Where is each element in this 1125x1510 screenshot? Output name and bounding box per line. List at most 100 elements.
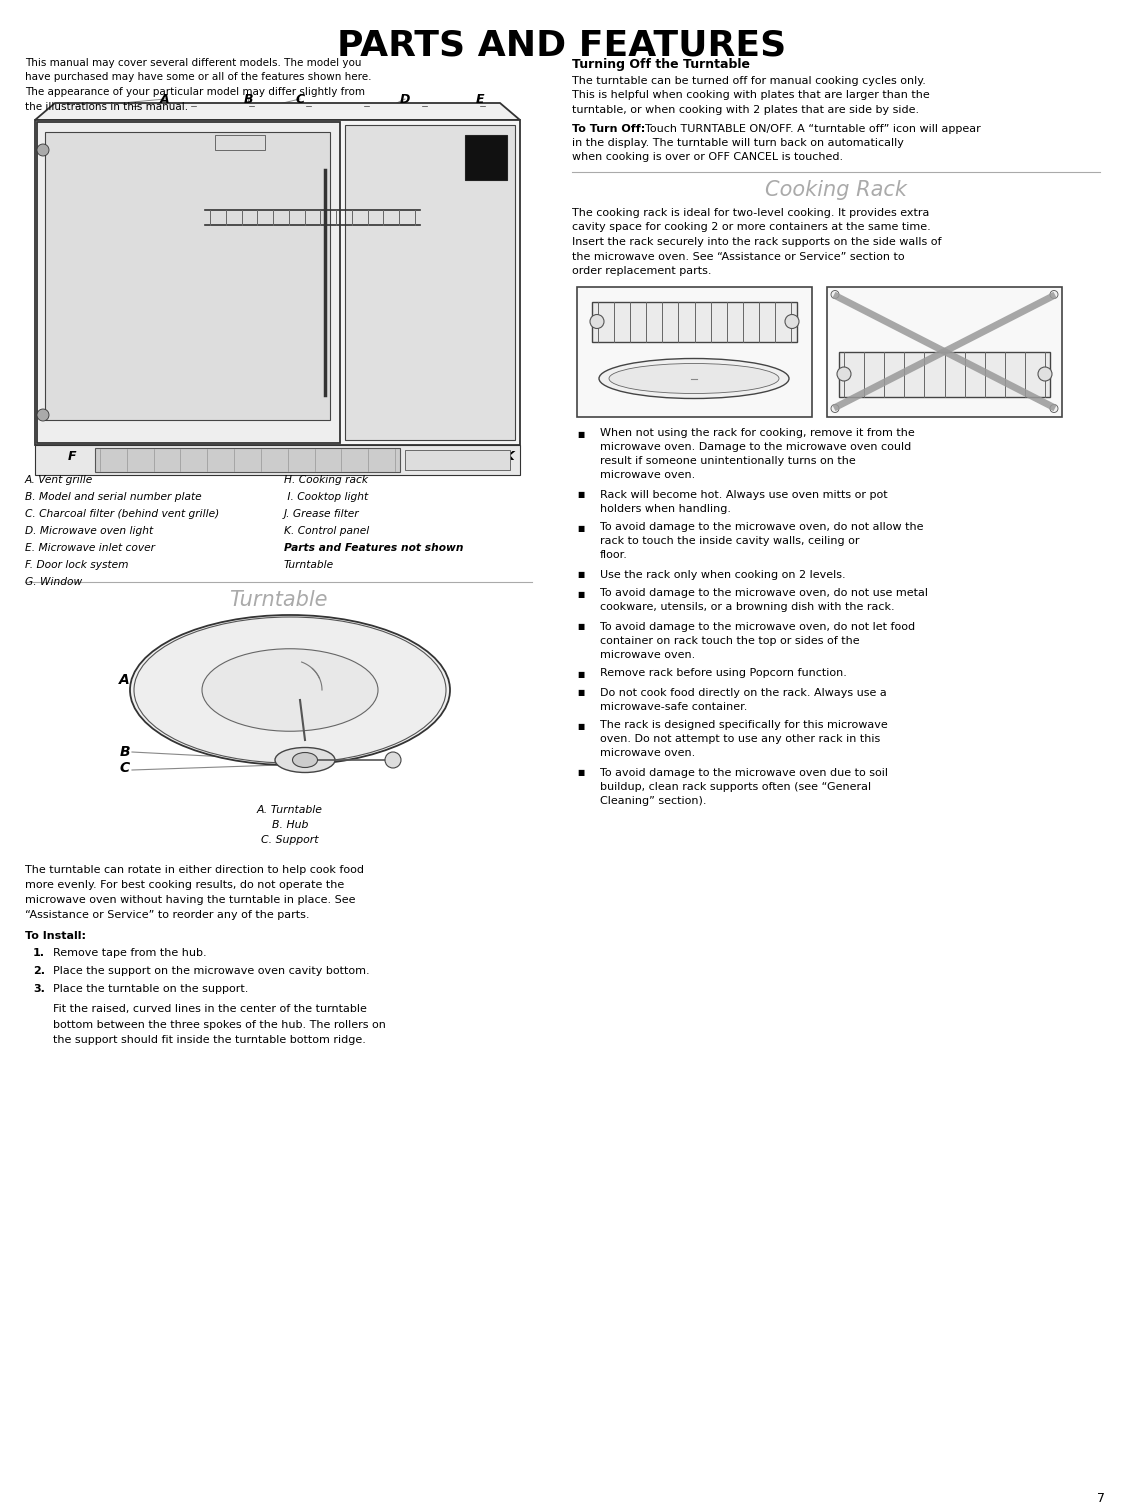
Text: This manual may cover several different models. The model you: This manual may cover several different … bbox=[25, 57, 361, 68]
Text: Insert the rack securely into the rack supports on the side walls of: Insert the rack securely into the rack s… bbox=[572, 237, 942, 248]
Text: E. Microwave inlet cover: E. Microwave inlet cover bbox=[25, 544, 155, 553]
Text: Place the turntable on the support.: Place the turntable on the support. bbox=[53, 983, 249, 994]
Text: oven. Do not attempt to use any other rack in this: oven. Do not attempt to use any other ra… bbox=[600, 734, 880, 744]
Text: J: J bbox=[448, 450, 452, 464]
Polygon shape bbox=[94, 448, 400, 473]
Text: D. Microwave oven light: D. Microwave oven light bbox=[25, 525, 153, 536]
Text: microwave oven.: microwave oven. bbox=[600, 649, 695, 660]
Text: D: D bbox=[399, 94, 411, 106]
Circle shape bbox=[590, 314, 604, 329]
Text: The turntable can rotate in either direction to help cook food: The turntable can rotate in either direc… bbox=[25, 865, 364, 874]
Text: K. Control panel: K. Control panel bbox=[284, 525, 369, 536]
Text: Cleaning” section).: Cleaning” section). bbox=[600, 796, 706, 805]
Text: A. Turntable: A. Turntable bbox=[256, 805, 323, 815]
Text: have purchased may have some or all of the features shown here.: have purchased may have some or all of t… bbox=[25, 72, 371, 83]
Text: A. Vent grille: A. Vent grille bbox=[25, 476, 93, 485]
Text: microwave oven. Damage to the microwave oven could: microwave oven. Damage to the microwave … bbox=[600, 442, 911, 453]
Ellipse shape bbox=[274, 747, 335, 773]
Ellipse shape bbox=[609, 364, 778, 394]
Text: microwave oven.: microwave oven. bbox=[600, 471, 695, 480]
Ellipse shape bbox=[130, 615, 450, 766]
Polygon shape bbox=[35, 103, 520, 119]
Text: J. Grease filter: J. Grease filter bbox=[284, 509, 360, 519]
Circle shape bbox=[785, 314, 799, 329]
Circle shape bbox=[385, 752, 400, 769]
Text: when cooking is over or OFF CANCEL is touched.: when cooking is over or OFF CANCEL is to… bbox=[572, 153, 843, 163]
Polygon shape bbox=[45, 131, 330, 420]
Text: The appearance of your particular model may differ slightly from: The appearance of your particular model … bbox=[25, 88, 364, 97]
Text: the support should fit inside the turntable bottom ridge.: the support should fit inside the turnta… bbox=[53, 1034, 366, 1045]
Text: ■: ■ bbox=[577, 689, 584, 698]
Circle shape bbox=[1038, 367, 1052, 381]
Circle shape bbox=[1050, 290, 1057, 299]
Text: The turntable can be turned off for manual cooking cycles only.: The turntable can be turned off for manu… bbox=[572, 76, 926, 86]
Text: K: K bbox=[505, 450, 515, 464]
Text: ■: ■ bbox=[577, 524, 584, 533]
Text: container on rack touch the top or sides of the: container on rack touch the top or sides… bbox=[600, 636, 860, 645]
Circle shape bbox=[37, 409, 49, 421]
Text: ■: ■ bbox=[577, 722, 584, 731]
Text: To Install:: To Install: bbox=[25, 932, 86, 941]
Text: Remove rack before using Popcorn function.: Remove rack before using Popcorn functio… bbox=[600, 669, 847, 678]
Text: To Turn Off:: To Turn Off: bbox=[572, 124, 646, 133]
Text: “Assistance or Service” to reorder any of the parts.: “Assistance or Service” to reorder any o… bbox=[25, 911, 309, 920]
Text: E: E bbox=[476, 94, 484, 106]
Text: The rack is designed specifically for this microwave: The rack is designed specifically for th… bbox=[600, 720, 888, 731]
Text: result if someone unintentionally turns on the: result if someone unintentionally turns … bbox=[600, 456, 856, 467]
Polygon shape bbox=[465, 134, 507, 180]
Text: Cooking Rack: Cooking Rack bbox=[765, 180, 907, 199]
Polygon shape bbox=[37, 122, 340, 442]
Text: Place the support on the microwave oven cavity bottom.: Place the support on the microwave oven … bbox=[53, 966, 370, 975]
Text: A: A bbox=[119, 673, 130, 687]
Text: cavity space for cooking 2 or more containers at the same time.: cavity space for cooking 2 or more conta… bbox=[572, 222, 930, 233]
Text: To avoid damage to the microwave oven, do not allow the: To avoid damage to the microwave oven, d… bbox=[600, 522, 924, 533]
Text: holders when handling.: holders when handling. bbox=[600, 503, 731, 513]
Text: C. Support: C. Support bbox=[261, 835, 318, 846]
Text: B: B bbox=[243, 94, 253, 106]
Text: rack to touch the inside cavity walls, ceiling or: rack to touch the inside cavity walls, c… bbox=[600, 536, 860, 547]
Text: H: H bbox=[246, 450, 258, 464]
Text: ■: ■ bbox=[577, 571, 584, 580]
Text: A: A bbox=[160, 94, 170, 106]
Text: cookware, utensils, or a browning dish with the rack.: cookware, utensils, or a browning dish w… bbox=[600, 602, 894, 613]
Text: This is helpful when cooking with plates that are larger than the: This is helpful when cooking with plates… bbox=[572, 91, 929, 101]
Text: I. Cooktop light: I. Cooktop light bbox=[284, 492, 368, 501]
Text: Turntable: Turntable bbox=[228, 590, 327, 610]
Polygon shape bbox=[35, 119, 520, 445]
Text: PARTS AND FEATURES: PARTS AND FEATURES bbox=[338, 29, 786, 62]
Text: the illustrations in this manual.: the illustrations in this manual. bbox=[25, 101, 188, 112]
Text: ■: ■ bbox=[577, 622, 584, 631]
Text: Use the rack only when cooking on 2 levels.: Use the rack only when cooking on 2 leve… bbox=[600, 569, 846, 580]
Text: To avoid damage to the microwave oven, do not use metal: To avoid damage to the microwave oven, d… bbox=[600, 589, 928, 598]
Text: the microwave oven. See “Assistance or Service” section to: the microwave oven. See “Assistance or S… bbox=[572, 252, 904, 261]
Text: microwave oven.: microwave oven. bbox=[600, 749, 695, 758]
Text: B. Model and serial number plate: B. Model and serial number plate bbox=[25, 492, 201, 501]
Polygon shape bbox=[35, 445, 520, 476]
Text: 7: 7 bbox=[1097, 1492, 1105, 1505]
Text: ■: ■ bbox=[577, 491, 584, 500]
Text: C. Charcoal filter (behind vent grille): C. Charcoal filter (behind vent grille) bbox=[25, 509, 219, 519]
Circle shape bbox=[831, 290, 839, 299]
Text: ■: ■ bbox=[577, 769, 584, 778]
Circle shape bbox=[831, 405, 839, 412]
Text: microwave oven without having the turntable in place. See: microwave oven without having the turnta… bbox=[25, 895, 356, 904]
Circle shape bbox=[1050, 405, 1057, 412]
Text: Touch TURNTABLE ON/OFF. A “turntable off” icon will appear: Touch TURNTABLE ON/OFF. A “turntable off… bbox=[645, 124, 981, 133]
Text: ■: ■ bbox=[577, 669, 584, 678]
Bar bbox=[215, 134, 266, 149]
Text: C: C bbox=[120, 761, 130, 775]
Text: The cooking rack is ideal for two-level cooking. It provides extra: The cooking rack is ideal for two-level … bbox=[572, 208, 929, 217]
Text: To avoid damage to the microwave oven due to soil: To avoid damage to the microwave oven du… bbox=[600, 767, 888, 778]
Text: more evenly. For best cooking results, do not operate the: more evenly. For best cooking results, d… bbox=[25, 880, 344, 889]
Ellipse shape bbox=[292, 752, 317, 767]
Text: B: B bbox=[119, 744, 130, 760]
Text: Fit the raised, curved lines in the center of the turntable: Fit the raised, curved lines in the cent… bbox=[53, 1004, 367, 1015]
Bar bbox=[827, 287, 1062, 417]
Text: When not using the rack for cooking, remove it from the: When not using the rack for cooking, rem… bbox=[600, 429, 915, 438]
Ellipse shape bbox=[202, 649, 378, 731]
Text: To avoid damage to the microwave oven, do not let food: To avoid damage to the microwave oven, d… bbox=[600, 622, 915, 631]
Text: G: G bbox=[135, 450, 145, 464]
Text: F: F bbox=[68, 450, 76, 464]
Circle shape bbox=[37, 143, 49, 156]
Bar bbox=[592, 302, 796, 341]
